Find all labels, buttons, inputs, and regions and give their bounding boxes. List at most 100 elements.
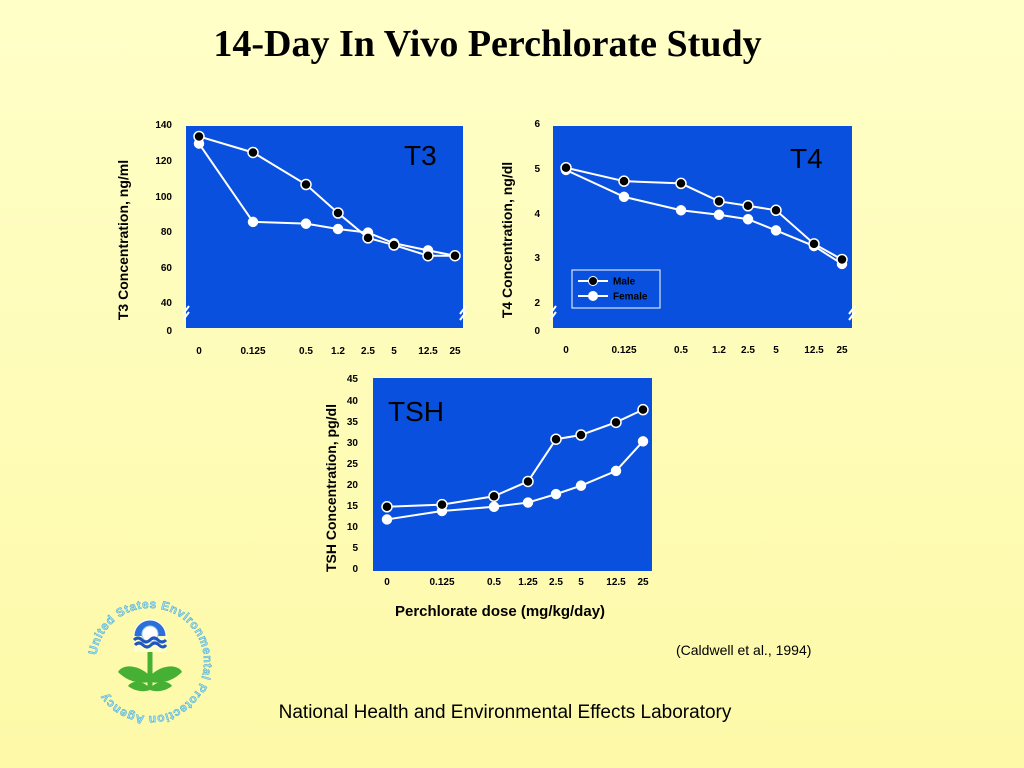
tsh-y-tick-label: 35 xyxy=(347,417,359,428)
tsh-y-axis-label: TSH Concentration, pg/dl xyxy=(323,404,339,572)
t4-y-tick-label: 6 xyxy=(534,119,540,130)
tsh-male-point xyxy=(381,501,393,513)
t4-x-tick-label: 25 xyxy=(836,345,848,356)
tsh-x-tick-label: 12.5 xyxy=(606,577,626,588)
t4-x-tick-label: 12.5 xyxy=(804,345,824,356)
t4-x-tick-label: 2.5 xyxy=(741,345,755,356)
t4-x-tick-label: 1.2 xyxy=(712,345,726,356)
t4-x-tick-label: 0.5 xyxy=(674,345,688,356)
t4-legend-label: Male xyxy=(613,277,636,288)
x-axis-label: Perchlorate dose (mg/kg/day) xyxy=(394,603,606,620)
t3-x-tick-label: 0.125 xyxy=(240,346,265,357)
t3-female-point xyxy=(247,216,259,228)
tsh-male-point xyxy=(575,429,587,441)
t3-female-point xyxy=(300,218,312,229)
t3-panel-label: T3 xyxy=(404,140,437,171)
tsh-female-point xyxy=(488,501,500,513)
t3-male-point xyxy=(449,249,461,262)
tsh-y-tick-label: 5 xyxy=(352,543,358,554)
t3-male-point xyxy=(193,130,205,143)
tsh-male-point xyxy=(610,416,622,429)
tsh-y-tick-label: 20 xyxy=(347,480,359,491)
t4-axis-break-right xyxy=(848,305,856,321)
tsh-x-tick-label: 2.5 xyxy=(549,577,563,588)
t4-series-male-line xyxy=(565,166,843,261)
tsh-x-tick-label: 0.5 xyxy=(487,577,501,588)
tsh-x-tick-label: 5 xyxy=(578,577,584,588)
t4-male-point xyxy=(675,177,687,190)
t4-x-tick-label: 0 xyxy=(563,345,569,356)
t4-male-point xyxy=(770,204,782,217)
citation: (Caldwell et al., 1994) xyxy=(676,642,812,658)
t3-male-point xyxy=(300,178,312,191)
t4-axis-break-left xyxy=(549,305,557,321)
t3-x-tick-label: 12.5 xyxy=(418,346,438,357)
t4-y-tick-label: 2 xyxy=(534,298,540,309)
t4-male-point xyxy=(808,238,820,250)
t3-series-male-line xyxy=(198,135,455,257)
tsh-male-point xyxy=(488,490,500,502)
t4-male-point xyxy=(560,162,572,174)
t3-x-tick-label: 0 xyxy=(196,346,202,357)
t4-female-point xyxy=(675,205,687,216)
tsh-x-tick-label: 25 xyxy=(637,577,649,588)
tsh-female-point xyxy=(610,465,622,477)
t4-legend-box xyxy=(571,269,661,309)
t4-male-point xyxy=(713,195,725,208)
tsh-female-point xyxy=(637,436,649,447)
tsh-female-point xyxy=(522,497,534,508)
t3-male-point xyxy=(362,232,374,244)
t4-male-point xyxy=(618,175,630,187)
t4-legend-label: Female xyxy=(613,292,648,303)
t3-x-tick-label: 25 xyxy=(449,346,461,357)
t4-x-tick-label: 0.125 xyxy=(611,345,636,356)
tsh-y-tick-label: 45 xyxy=(347,374,359,385)
t3-y-tick-label: 100 xyxy=(155,192,172,203)
t4-female-point xyxy=(770,225,782,236)
t3-male-point xyxy=(332,207,344,219)
t3-y-tick-label: 0 xyxy=(166,326,172,337)
tsh-y-tick-label: 30 xyxy=(347,438,359,449)
tsh-series-male-line xyxy=(386,408,644,508)
t3-axis-break-left xyxy=(182,305,190,321)
t4-female-point xyxy=(742,213,754,225)
t4-male-point xyxy=(836,253,848,266)
t3-y-tick-label: 80 xyxy=(161,227,173,238)
tsh-x-tick-label: 0.125 xyxy=(429,577,454,588)
tsh-female-point xyxy=(381,514,393,525)
t3-x-tick-label: 5 xyxy=(391,346,397,357)
tsh-female-point xyxy=(550,488,562,500)
tsh-male-point xyxy=(550,433,562,445)
t4-legend-marker xyxy=(588,291,598,301)
t3-x-tick-label: 0.5 xyxy=(299,346,313,357)
tsh-series-female-line xyxy=(386,440,644,521)
tsh-male-point xyxy=(637,403,649,416)
t3-y-axis-label: T3 Concentration, ng/ml xyxy=(115,160,131,320)
tsh-y-tick-label: 25 xyxy=(347,459,359,470)
t3-male-point xyxy=(388,239,400,251)
t4-series-female-line xyxy=(565,169,843,265)
t4-female-point xyxy=(618,191,630,203)
tsh-male-point xyxy=(522,475,534,488)
t4-y-tick-label: 4 xyxy=(534,209,540,220)
t4-x-tick-label: 5 xyxy=(773,345,779,356)
t3-series-female-line xyxy=(198,143,456,257)
t4-panel-label: T4 xyxy=(790,143,823,174)
t3-female-point xyxy=(332,223,344,235)
epa-logo: United States Environmental Protection A… xyxy=(85,597,214,728)
t4-legend-marker xyxy=(588,276,598,286)
t4-male-point xyxy=(742,200,754,212)
t3-x-tick-label: 2.5 xyxy=(361,346,375,357)
tsh-male-point xyxy=(436,498,448,511)
t4-female-point xyxy=(713,209,725,220)
tsh-x-tick-label: 0 xyxy=(384,577,390,588)
t4-y-tick-label: 0 xyxy=(534,326,540,337)
footer-lab-name: National Health and Environmental Effect… xyxy=(278,702,732,723)
t3-axis-break-right xyxy=(459,305,467,321)
t3-y-tick-label: 60 xyxy=(161,263,173,274)
t4-y-tick-label: 5 xyxy=(534,164,540,175)
t3-y-tick-label: 120 xyxy=(155,156,172,167)
